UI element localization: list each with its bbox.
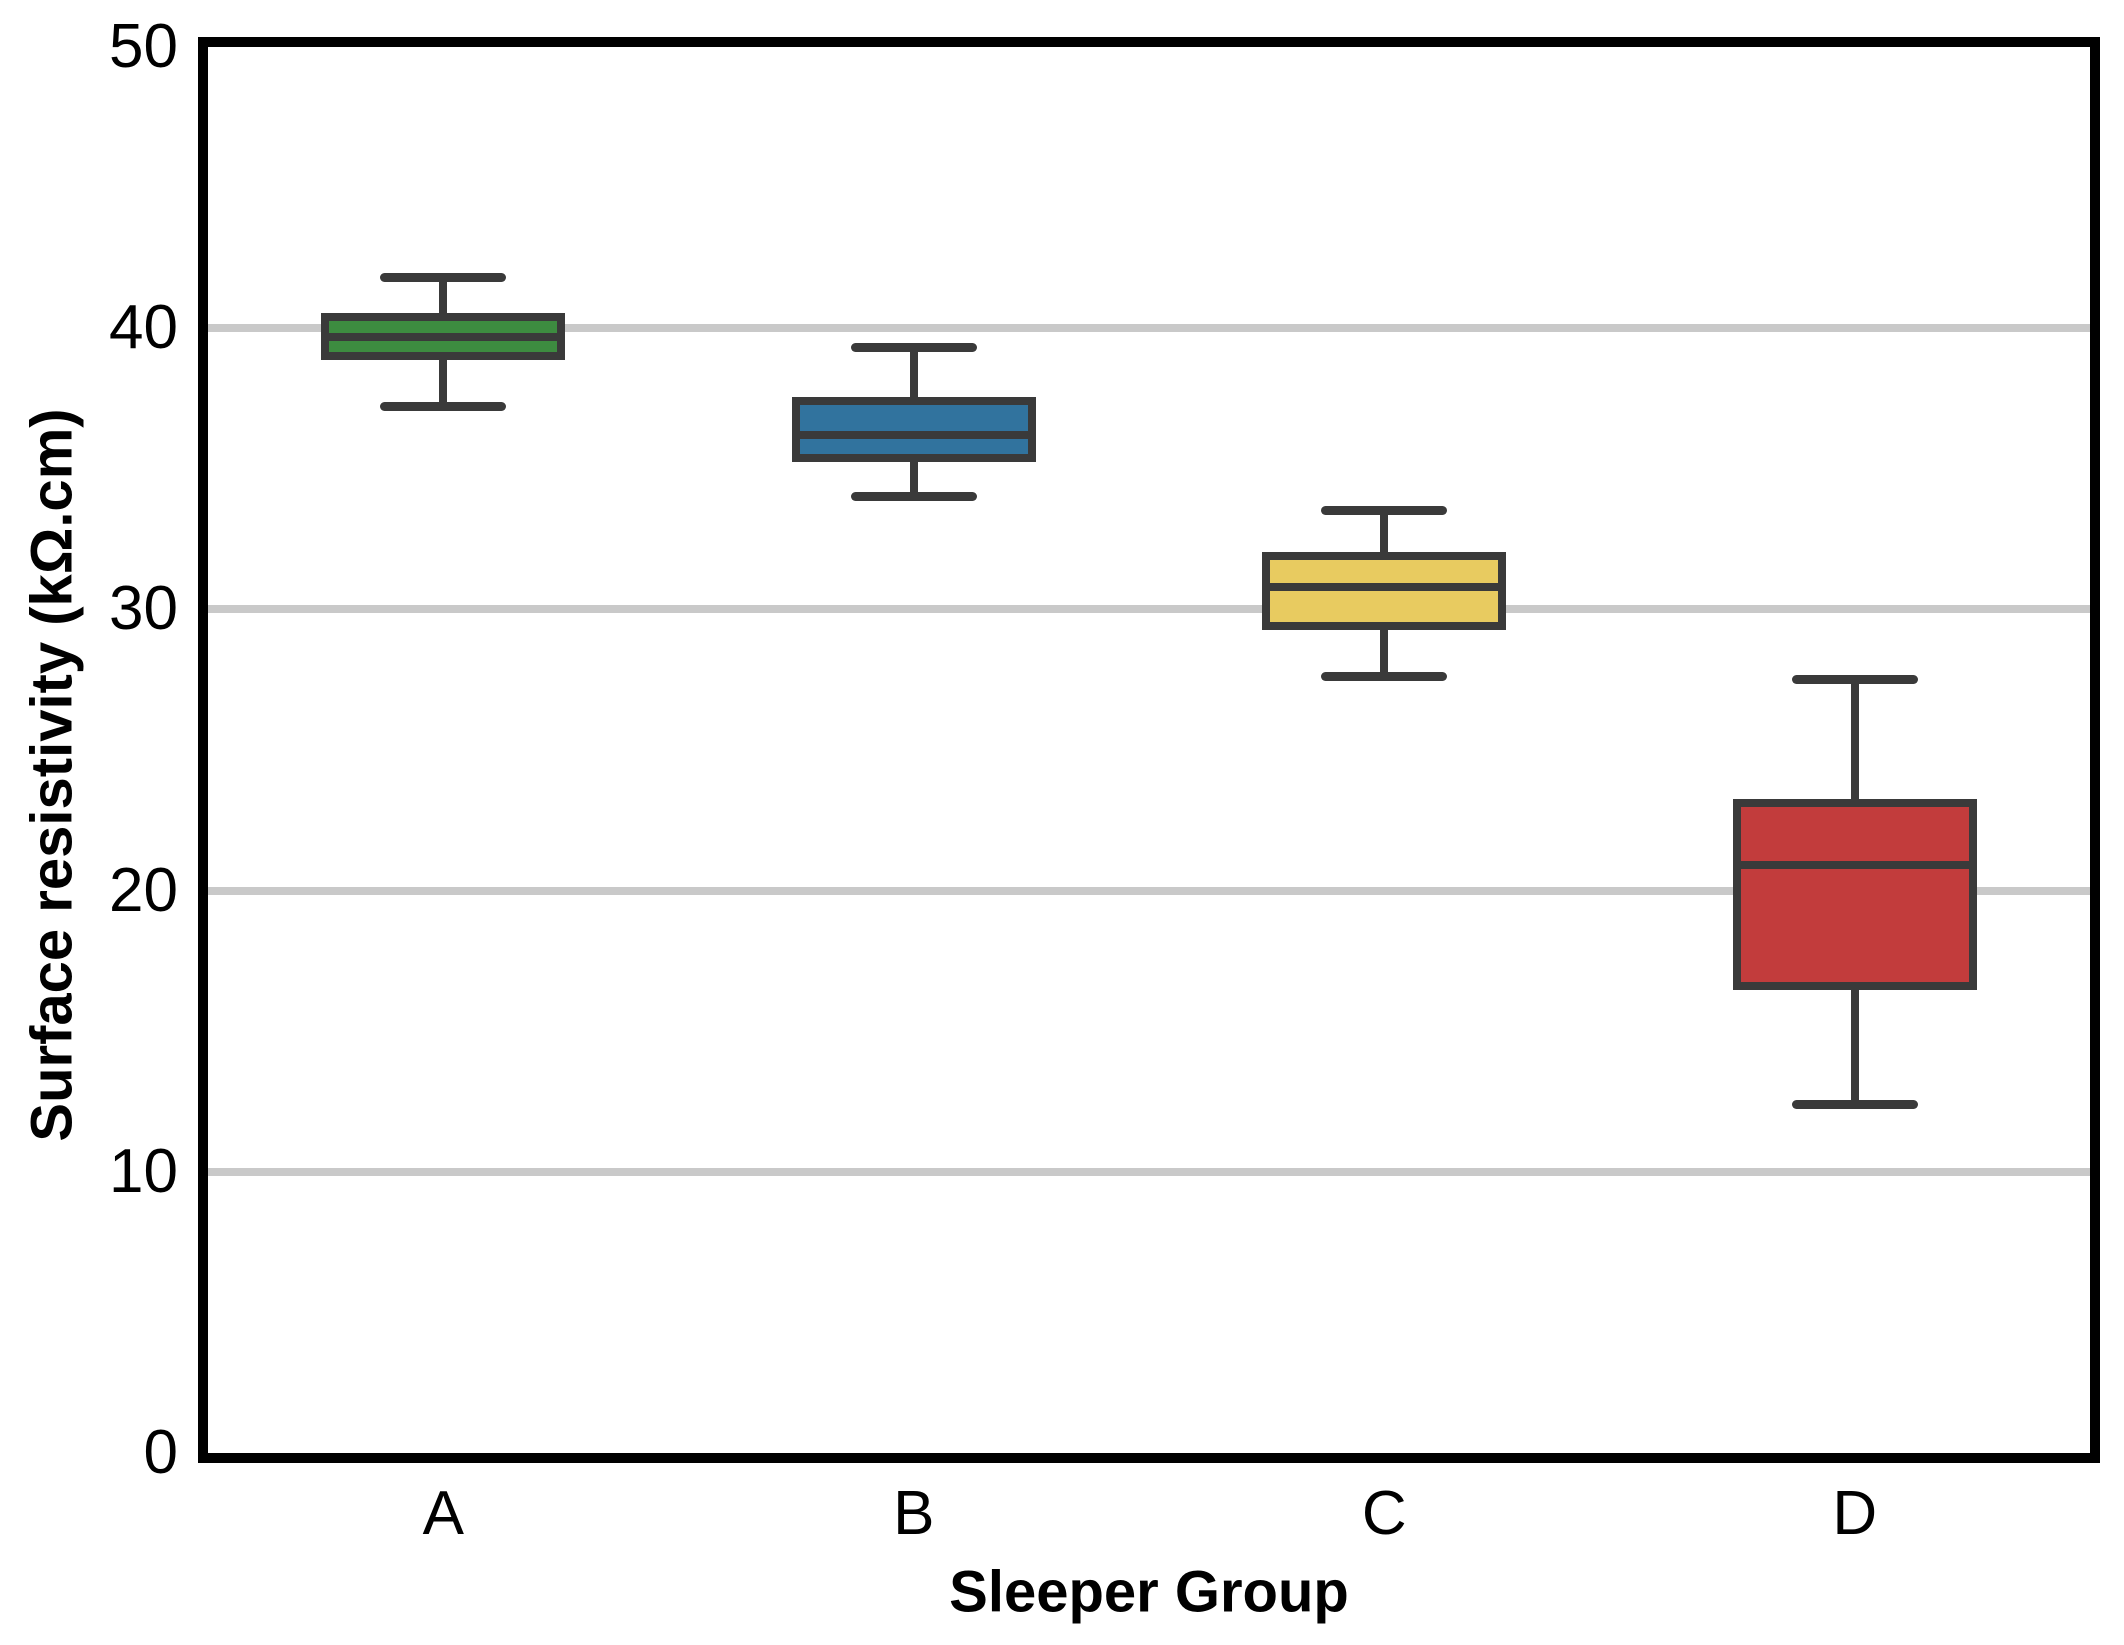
whisker-upper-c [1380,510,1389,556]
gridline-10 [208,1167,2090,1176]
whisker-lower-d [1850,986,1859,1105]
box-d [1732,799,1977,991]
whisker-cap-upper-a [380,273,507,283]
whisker-cap-upper-c [1321,506,1448,516]
whisker-upper-a [439,277,448,317]
median-line-d [1740,861,1969,870]
whisker-cap-lower-c [1321,672,1448,682]
whisker-lower-c [1380,626,1389,677]
y-tick-label-50: 50 [109,12,178,81]
y-tick-label-10: 10 [109,1136,178,1206]
y-tick-label-20: 20 [109,855,178,925]
whisker-cap-upper-b [850,343,977,353]
plot-frame [198,37,2100,1463]
x-tick-label-d: D [1832,1479,1878,1548]
whisker-cap-lower-a [380,402,507,412]
y-tick-label-30: 30 [109,574,178,644]
x-axis-label: Sleeper Group [949,1559,1349,1625]
whisker-cap-lower-b [850,492,977,502]
median-line-a [329,332,558,341]
gridline-40 [208,324,2090,333]
median-line-b [799,431,1028,440]
box-c [1262,551,1507,631]
gridline-20 [208,886,2090,895]
y-tick-label-40: 40 [109,293,178,363]
whisker-upper-b [909,347,918,402]
whisker-upper-d [1850,679,1859,804]
median-line-c [1270,582,1499,591]
whisker-lower-b [909,457,918,497]
box-b [791,397,1036,462]
whisker-cap-upper-d [1791,675,1918,685]
x-tick-label-a: A [422,1479,464,1548]
x-tick-label-b: B [893,1479,935,1548]
x-tick-label-c: C [1361,1479,1407,1548]
gridline-30 [208,605,2090,614]
whisker-cap-lower-d [1791,1099,1918,1109]
y-tick-label-0: 0 [143,1418,178,1487]
y-axis-label: Surface resistivity (kΩ.cm) [19,408,85,1142]
whisker-lower-a [439,356,448,407]
